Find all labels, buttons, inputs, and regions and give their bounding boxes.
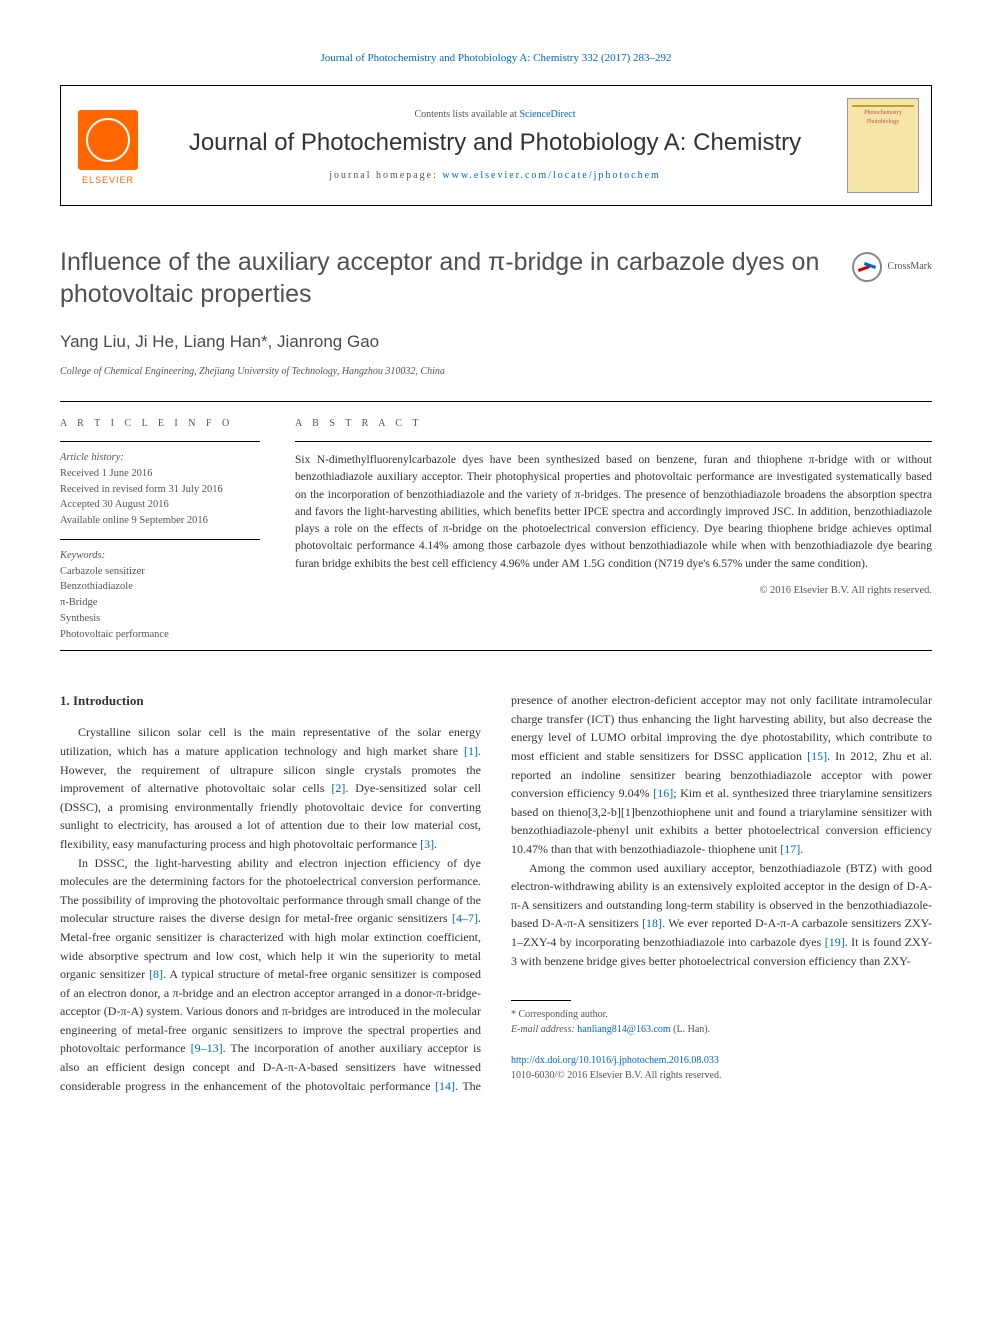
rule-abstract <box>295 441 932 442</box>
section-heading: 1. Introduction <box>60 691 481 711</box>
citation-line: Journal of Photochemistry and Photobiolo… <box>60 50 932 67</box>
body-paragraph: Among the common used auxiliary acceptor… <box>511 859 932 971</box>
article-title: Influence of the auxiliary acceptor and … <box>60 246 832 311</box>
header-center: Contents lists available at ScienceDirec… <box>155 107 835 183</box>
doi-block: http://dx.doi.org/10.1016/j.jphotochem.2… <box>511 1053 932 1083</box>
footnote-rule <box>511 1000 571 1001</box>
history-line: Available online 9 September 2016 <box>60 513 260 529</box>
elsevier-tree-icon <box>78 110 138 170</box>
body-text: In DSSC, the light-harvesting ability an… <box>60 856 481 926</box>
ref-link[interactable]: [19] <box>825 935 845 949</box>
history-line: Accepted 30 August 2016 <box>60 497 260 513</box>
journal-cover-thumb: Photochemistry Photobiology <box>847 98 919 193</box>
homepage-link[interactable]: www.elsevier.com/locate/jphotochem <box>442 170 660 181</box>
body-text: . <box>800 842 803 856</box>
footnote-block: * Corresponding author. E-mail address: … <box>511 1000 932 1083</box>
doi-link[interactable]: http://dx.doi.org/10.1016/j.jphotochem.2… <box>511 1055 719 1066</box>
crossmark-icon <box>852 252 882 282</box>
keywords-heading: Keywords: <box>60 548 260 564</box>
title-row: Influence of the auxiliary acceptor and … <box>60 246 932 311</box>
homepage-prefix: journal homepage: <box>329 170 442 181</box>
elsevier-wordmark: ELSEVIER <box>82 174 134 188</box>
ref-link[interactable]: [9–13] <box>191 1041 223 1055</box>
corresponding-author: * Corresponding author. E-mail address: … <box>511 1007 932 1037</box>
ref-link[interactable]: [18] <box>642 916 662 930</box>
corr-note: * Corresponding author. <box>511 1007 932 1022</box>
ref-link[interactable]: [16] <box>653 786 673 800</box>
history-heading: Article history: <box>60 450 260 466</box>
journal-header: ELSEVIER Contents lists available at Sci… <box>60 85 932 206</box>
body-text: Crystalline silicon solar cell is the ma… <box>60 725 481 758</box>
ref-link[interactable]: [17] <box>780 842 800 856</box>
keyword: Synthesis <box>60 611 260 627</box>
info-abstract-row: A R T I C L E I N F O Article history: R… <box>60 402 932 642</box>
keyword: Benzothiadiazole <box>60 579 260 595</box>
ref-link[interactable]: [3] <box>420 837 434 851</box>
contents-prefix: Contents lists available at <box>414 109 519 120</box>
sciencedirect-link[interactable]: ScienceDirect <box>519 109 575 120</box>
affiliation: College of Chemical Engineering, Zhejian… <box>60 364 932 379</box>
email-line: E-mail address: hanliang814@163.com (L. … <box>511 1022 932 1037</box>
ref-link[interactable]: [2] <box>331 781 345 795</box>
article-history: Article history: Received 1 June 2016 Re… <box>60 450 260 529</box>
cover-line1: Photochemistry <box>852 109 914 118</box>
keyword: Photovoltaic performance <box>60 627 260 643</box>
rule-info <box>60 441 260 442</box>
abstract-column: A B S T R A C T Six N-dimethylfluorenylc… <box>295 402 932 642</box>
body-text: . <box>434 837 437 851</box>
abstract-text: Six N-dimethylfluorenylcarbazole dyes ha… <box>295 452 932 573</box>
rule-keywords <box>60 539 260 540</box>
rule-bottom <box>60 650 932 651</box>
journal-name: Journal of Photochemistry and Photobiolo… <box>155 128 835 158</box>
ref-link[interactable]: [14] <box>435 1079 455 1093</box>
authors: Yang Liu, Ji He, Liang Han*, Jianrong Ga… <box>60 329 932 355</box>
email-suffix: (L. Han). <box>671 1024 710 1035</box>
contents-available: Contents lists available at ScienceDirec… <box>155 107 835 122</box>
journal-homepage: journal homepage: www.elsevier.com/locat… <box>155 168 835 183</box>
body-paragraph: Crystalline silicon solar cell is the ma… <box>60 723 481 853</box>
ref-link[interactable]: [1] <box>464 744 478 758</box>
history-line: Received 1 June 2016 <box>60 466 260 482</box>
article-info-label: A R T I C L E I N F O <box>60 416 260 431</box>
ref-link[interactable]: [15] <box>807 749 827 763</box>
email-label: E-mail address: <box>511 1024 577 1035</box>
crossmark-label: CrossMark <box>888 259 932 274</box>
issn-copyright: 1010-6030/© 2016 Elsevier B.V. All right… <box>511 1068 932 1083</box>
article-info-column: A R T I C L E I N F O Article history: R… <box>60 402 260 642</box>
ref-link[interactable]: [8] <box>149 967 163 981</box>
keywords-block: Keywords: Carbazole sensitizer Benzothia… <box>60 548 260 643</box>
keyword: π-Bridge <box>60 595 260 611</box>
cover-line2: Photobiology <box>852 118 914 127</box>
abstract-label: A B S T R A C T <box>295 416 932 431</box>
abstract-copyright: © 2016 Elsevier B.V. All rights reserved… <box>295 583 932 599</box>
body-columns: 1. Introduction Crystalline silicon sola… <box>60 691 932 1095</box>
keyword: Carbazole sensitizer <box>60 564 260 580</box>
email-link[interactable]: hanliang814@163.com <box>577 1024 670 1035</box>
ref-link[interactable]: [4–7] <box>452 911 478 925</box>
elsevier-logo: ELSEVIER <box>73 103 143 188</box>
crossmark-badge[interactable]: CrossMark <box>852 252 932 282</box>
history-line: Received in revised form 31 July 2016 <box>60 482 260 498</box>
